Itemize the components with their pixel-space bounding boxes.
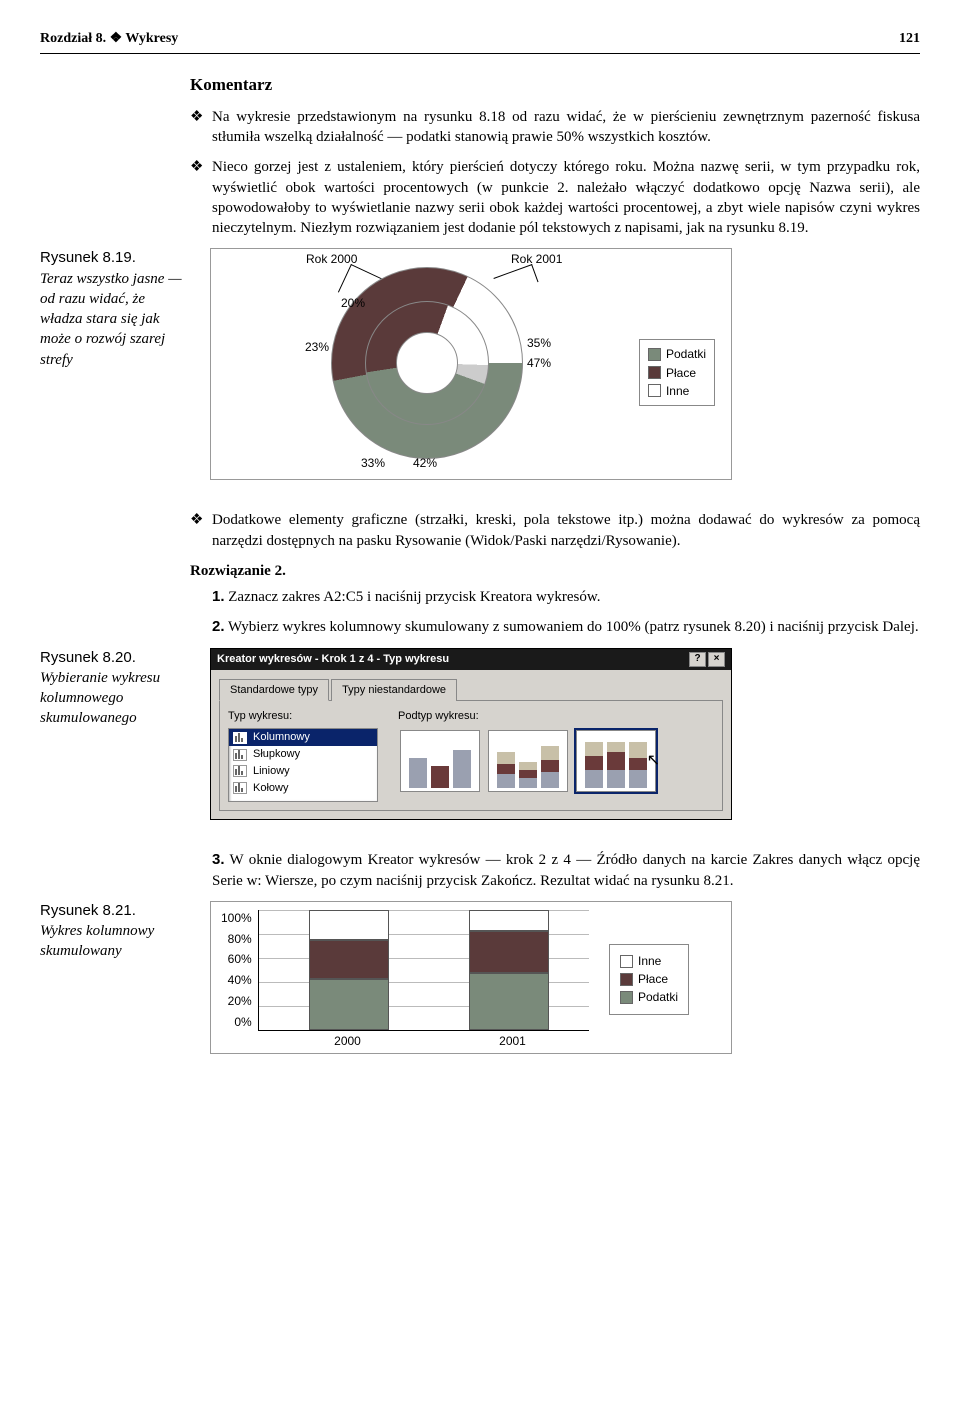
header-right: 121 [899,30,920,49]
fig21-title: Rysunek 8.21. [40,901,190,921]
dialog-titlebar: Kreator wykresów - Krok 1 z 4 - Typ wykr… [211,649,731,670]
swatch-podatki [648,348,661,361]
legend-item: Płace [648,365,706,381]
step-text: W oknie dialogowym Kreator wykresów — kr… [212,852,920,888]
header-left: Rozdział 8. ❖ Wykresy [40,30,178,49]
fig19-title: Rysunek 8.19. [40,248,190,268]
fig20-caption: Wybieranie wykresu kolumnowego skumulowa… [40,668,190,729]
swatch-place [648,366,661,379]
step-2: 2. Wybierz wykres kolumnowy skumulowany … [212,617,920,637]
legend-item: Płace [620,971,678,987]
legend-label: Płace [638,971,668,987]
donut-hole [396,332,458,394]
subtype-clustered[interactable] [398,728,482,794]
legend-item: Inne [620,953,678,969]
close-button[interactable]: × [708,652,725,667]
legend-label: Inne [638,953,661,969]
legend-label: Podatki [638,989,678,1005]
swatch-podatki [620,991,633,1004]
help-button[interactable]: ? [689,652,706,667]
type-item-słupkowy[interactable]: Słupkowy [229,746,377,763]
dialog-title: Kreator wykresów - Krok 1 z 4 - Typ wykr… [217,652,449,667]
step-num: 2. [212,618,225,635]
fig19-caption: Teraz wszystko jasne — od razu widać, że… [40,269,190,370]
step-text: Wybierz wykres kolumnowy skumulowany z s… [228,619,919,635]
type-item-kolumnowy[interactable]: Kolumnowy [229,729,377,746]
subtype-label: Podtyp wykresu: [398,709,714,724]
step-text: Zaznacz zakres A2:C5 i naciśnij przycisk… [228,589,600,605]
swatch-place [620,973,633,986]
fig21-caption: Wykres kolumnowy skumulowany [40,921,190,962]
type-label: Typ wykresu: [228,709,378,724]
subtype-stacked[interactable] [486,728,570,794]
legend-label: Podatki [666,346,706,362]
step-num: 1. [212,588,225,605]
rozwiazanie-title: Rozwiązanie 2. [190,561,920,581]
pct-33i: 33% [361,455,385,471]
chart-type-list[interactable]: KolumnowySłupkowyLiniowyKołowy [228,728,378,802]
komentarz-title: Komentarz [190,74,920,97]
fig20-title: Rysunek 8.20. [40,648,190,668]
subtype-stacked100[interactable]: ↖ [574,728,658,794]
pct-23i: 23% [305,339,329,355]
bullet-mid: Dodatkowe elementy graficzne (strzałki, … [190,510,920,551]
step-1: 1. Zaznacz zakres A2:C5 i naciśnij przyc… [212,587,920,607]
tab-nonstandard[interactable]: Typy niestandardowe [331,679,457,702]
y-axis: 100%80%60%40%20%0% [221,910,258,1030]
plot-area [258,910,589,1031]
type-item-kołowy[interactable]: Kołowy [229,780,377,797]
stacked-chart: 100%80%60%40%20%0% 20002001 Inne Płace P… [210,901,732,1054]
pct-20i: 20% [341,295,365,311]
legend-item: Podatki [620,989,678,1005]
bullet-1: Na wykresie przedstawionym na rysunku 8.… [190,107,920,148]
cursor-icon: ↖ [647,750,660,772]
page-header: Rozdział 8. ❖ Wykresy 121 [40,30,920,54]
step-3: 3. W oknie dialogowym Kreator wykresów —… [212,850,920,891]
bullet-2: Nieco gorzej jest z ustaleniem, który pi… [190,157,920,238]
legend-item: Podatki [648,346,706,362]
donut-legend: Podatki Płace Inne [639,339,715,406]
legend-label: Płace [666,365,696,381]
x-axis: 20002001 [265,1033,595,1049]
legend-item: Inne [648,383,706,399]
pct-47: 47% [527,355,551,371]
type-item-liniowy[interactable]: Liniowy [229,763,377,780]
stacked-legend: Inne Płace Podatki [609,944,689,1015]
step-num: 3. [212,851,225,868]
tab-standard[interactable]: Standardowe typy [219,679,329,702]
chart-wizard-dialog: Kreator wykresów - Krok 1 z 4 - Typ wykr… [210,648,732,821]
pct-42i: 42% [413,455,437,471]
swatch-inne [620,955,633,968]
legend-label: Inne [666,383,689,399]
pct-35: 35% [527,335,551,351]
swatch-inne [648,384,661,397]
callout-rok2001: Rok 2001 [511,251,562,267]
donut-chart: Rok 2000 Rok 2001 35% 47% 33% 42% 23% 20… [210,248,732,480]
